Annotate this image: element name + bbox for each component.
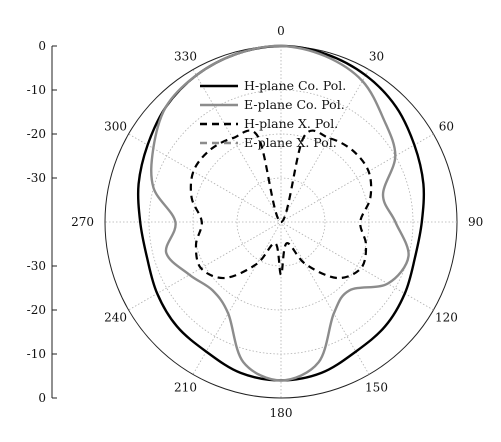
angle-label-210: 210 [174,380,197,394]
angle-label-60: 60 [439,120,454,134]
angle-label-240: 240 [104,311,127,325]
grid-ring-1 [236,177,326,267]
radial-tick-label-4: -30 [27,259,46,273]
radial-tick-label-3: -30 [27,171,46,185]
radial-tick-label-2: -20 [27,127,46,141]
radial-axis: 0 -10 -20 -30 -30 -20 -10 0 [27,39,57,405]
legend-label-3: E-plane X. Pol. [244,135,337,150]
angle-label-90: 90 [468,215,483,229]
angle-label-300: 300 [104,120,127,134]
angle-label-180: 180 [270,406,293,420]
angle-label-150: 150 [365,380,388,394]
angle-label-30: 30 [369,50,384,64]
angle-label-120: 120 [435,311,458,325]
legend-label-1: E-plane Co. Pol. [244,97,345,112]
radial-tick-label-7: 0 [38,391,46,405]
legend: H-plane Co. Pol. E-plane Co. Pol. H-plane … [200,78,346,150]
legend-label-0: H-plane Co. Pol. [244,78,346,93]
radial-tick-label-6: -10 [27,347,46,361]
angle-label-270: 270 [71,215,94,229]
angle-label-0: 0 [277,24,285,38]
series-line-1 [150,44,410,382]
series-lines [136,44,426,382]
series-line-2 [189,129,373,280]
radial-tick-label-0: 0 [38,39,46,53]
angle-tick-labels: 0 30 60 90 120 150 180 210 240 270 300 330 [71,24,483,420]
legend-label-2: H-plane X. Pol. [244,116,338,131]
radial-tick-label-1: -10 [27,83,46,97]
radial-tick-label-5: -20 [27,303,46,317]
angle-label-330: 330 [174,50,197,64]
